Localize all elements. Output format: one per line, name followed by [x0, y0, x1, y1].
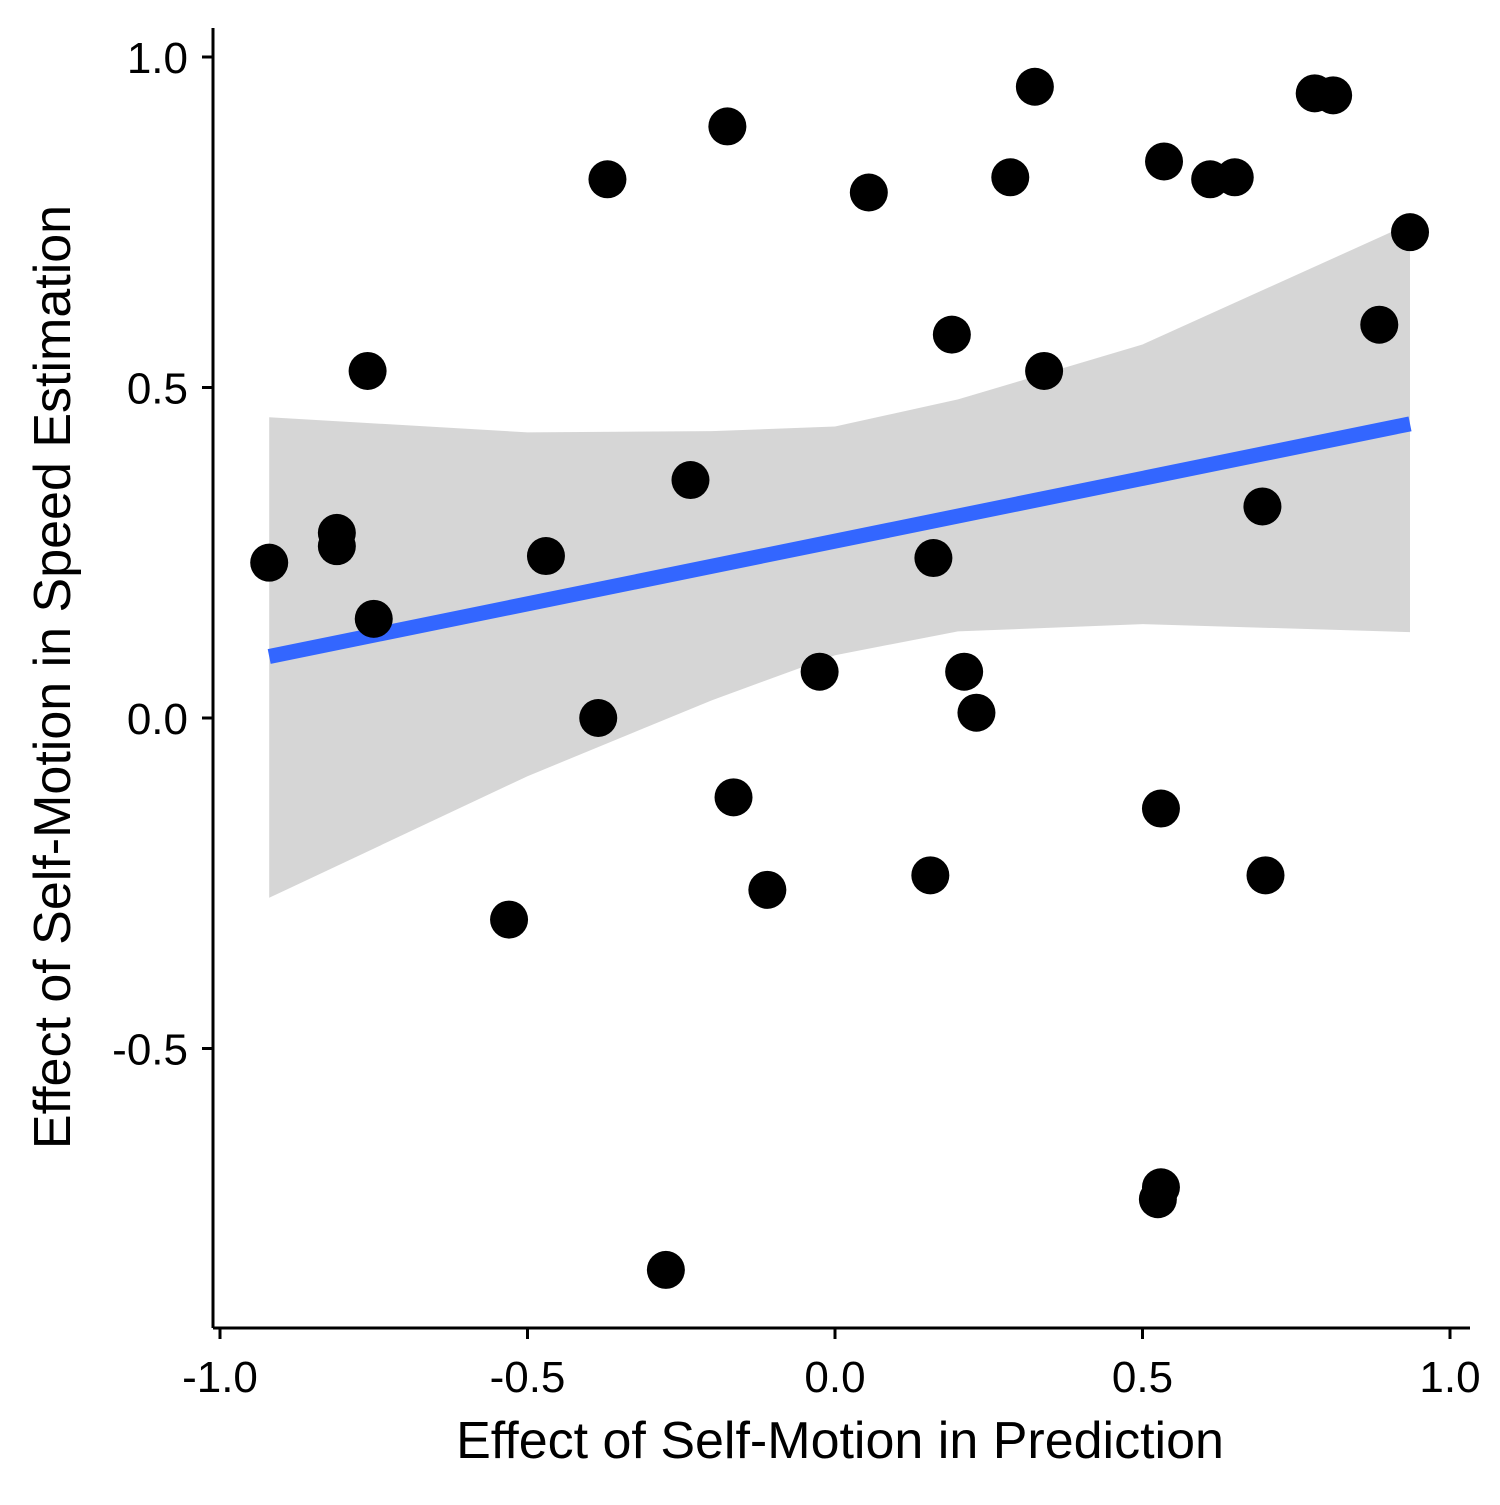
x-tick-label: 0.0 — [804, 1353, 865, 1402]
y-tick-label: 1.0 — [127, 34, 188, 83]
x-tick-label: 1.0 — [1419, 1353, 1480, 1402]
x-tick-label: 0.5 — [1112, 1353, 1173, 1402]
data-point — [1391, 213, 1430, 252]
data-point — [1243, 487, 1282, 526]
data-point — [671, 461, 710, 500]
data-point — [250, 543, 289, 582]
data-point — [1215, 158, 1254, 197]
axes-layer — [211, 28, 1470, 1330]
data-point — [945, 652, 984, 691]
data-point — [911, 856, 950, 895]
data-point — [348, 351, 387, 390]
regression-line-layer — [267, 416, 1412, 664]
data-point — [588, 160, 627, 199]
confidence-band — [269, 223, 1411, 898]
data-point — [800, 652, 839, 691]
x-tick-label: -1.0 — [182, 1353, 258, 1402]
data-point — [354, 599, 393, 638]
confidence-band-layer — [269, 223, 1411, 898]
data-point — [914, 539, 953, 578]
data-point — [932, 315, 971, 354]
data-point — [1015, 67, 1054, 106]
ticks-layer: -1.0 -0.5 0.0 0.5 1.0 -0.5 0.0 0.5 1.0 — [112, 34, 1480, 1402]
data-point — [748, 870, 787, 909]
data-point — [317, 527, 356, 566]
data-point — [1141, 1168, 1180, 1207]
y-tick-label: 0.0 — [127, 695, 188, 744]
data-point — [490, 900, 529, 939]
data-point — [579, 699, 618, 737]
data-points-layer — [250, 67, 1430, 1289]
data-point — [1360, 305, 1399, 344]
data-point — [1025, 351, 1064, 390]
x-tick-label: -0.5 — [490, 1353, 566, 1402]
data-point — [526, 537, 565, 576]
data-point — [708, 107, 747, 146]
y-tick-label: -0.5 — [112, 1026, 188, 1075]
data-point — [714, 778, 753, 817]
data-point — [1246, 856, 1285, 895]
data-point — [1314, 76, 1353, 115]
data-point — [646, 1250, 685, 1289]
data-point — [991, 158, 1030, 197]
data-point — [957, 693, 996, 732]
x-axis-title: Effect of Self-Motion in Prediction — [456, 1412, 1224, 1470]
y-axis-title: Effect of Self-Motion in Speed Estimatio… — [24, 205, 82, 1149]
regression-line — [267, 416, 1412, 664]
data-point — [1141, 789, 1180, 828]
data-point — [1145, 142, 1184, 181]
data-point — [849, 173, 888, 212]
y-tick-label: 0.5 — [127, 365, 188, 414]
